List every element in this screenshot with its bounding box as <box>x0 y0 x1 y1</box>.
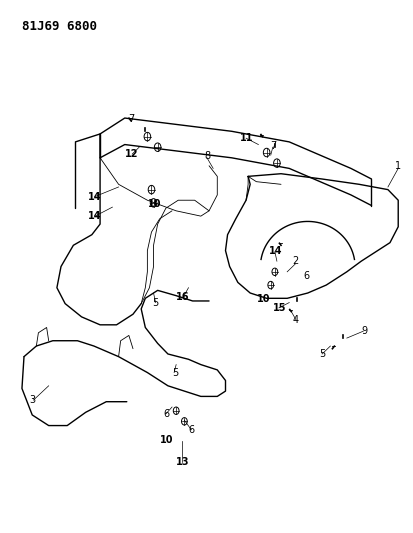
Text: 12: 12 <box>125 149 139 159</box>
Text: 7: 7 <box>270 141 276 151</box>
Text: 6: 6 <box>303 271 309 281</box>
Text: 14: 14 <box>88 211 102 221</box>
Text: 7: 7 <box>128 114 134 124</box>
Text: 6: 6 <box>188 425 194 435</box>
Text: 16: 16 <box>176 292 190 302</box>
Text: 8: 8 <box>204 151 209 161</box>
Text: 11: 11 <box>239 133 253 143</box>
Text: 6: 6 <box>163 409 169 419</box>
Text: 5: 5 <box>318 349 325 359</box>
Text: 14: 14 <box>88 191 102 201</box>
Text: 3: 3 <box>29 395 35 405</box>
Text: 14: 14 <box>268 246 282 256</box>
Text: 13: 13 <box>175 457 189 466</box>
Text: 10: 10 <box>256 294 270 304</box>
Text: 15: 15 <box>272 303 285 313</box>
Text: 2: 2 <box>292 256 298 266</box>
Text: 9: 9 <box>360 326 366 336</box>
Text: 4: 4 <box>292 314 298 325</box>
Text: 5: 5 <box>171 368 178 377</box>
Text: 10: 10 <box>159 435 173 446</box>
Text: 5: 5 <box>152 297 158 308</box>
Text: 10: 10 <box>147 199 161 209</box>
Text: 1: 1 <box>394 161 400 171</box>
Text: 81J69 6800: 81J69 6800 <box>22 20 97 33</box>
